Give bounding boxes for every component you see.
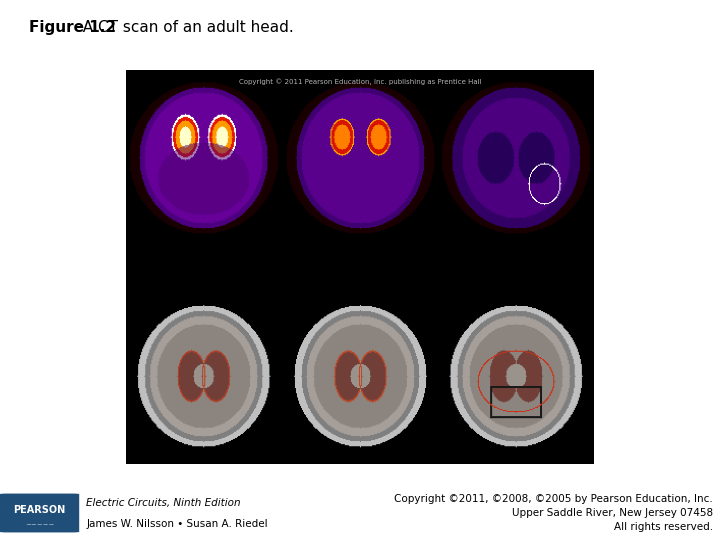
Text: Copyright © 2011 Pearson Education, Inc. publishing as Prentice Hall: Copyright © 2011 Pearson Education, Inc.… — [239, 78, 481, 85]
Text: James W. Nilsson • Susan A. Riedel: James W. Nilsson • Susan A. Riedel — [86, 519, 268, 529]
Text: All rights reserved.: All rights reserved. — [613, 522, 713, 531]
Text: PEARSON: PEARSON — [14, 505, 66, 515]
FancyBboxPatch shape — [0, 494, 79, 532]
Text: Electric Circuits, Ninth Edition: Electric Circuits, Ninth Edition — [86, 498, 241, 508]
Text: Upper Saddle River, New Jersey 07458: Upper Saddle River, New Jersey 07458 — [512, 508, 713, 518]
Text: Copyright ©2011, ©2008, ©2005 by Pearson Education, Inc.: Copyright ©2011, ©2008, ©2005 by Pearson… — [394, 495, 713, 504]
Text: Figure 1.2: Figure 1.2 — [29, 19, 116, 35]
Text: ~~~~~: ~~~~~ — [25, 522, 54, 528]
Text: A CT scan of an adult head.: A CT scan of an adult head. — [73, 19, 294, 35]
